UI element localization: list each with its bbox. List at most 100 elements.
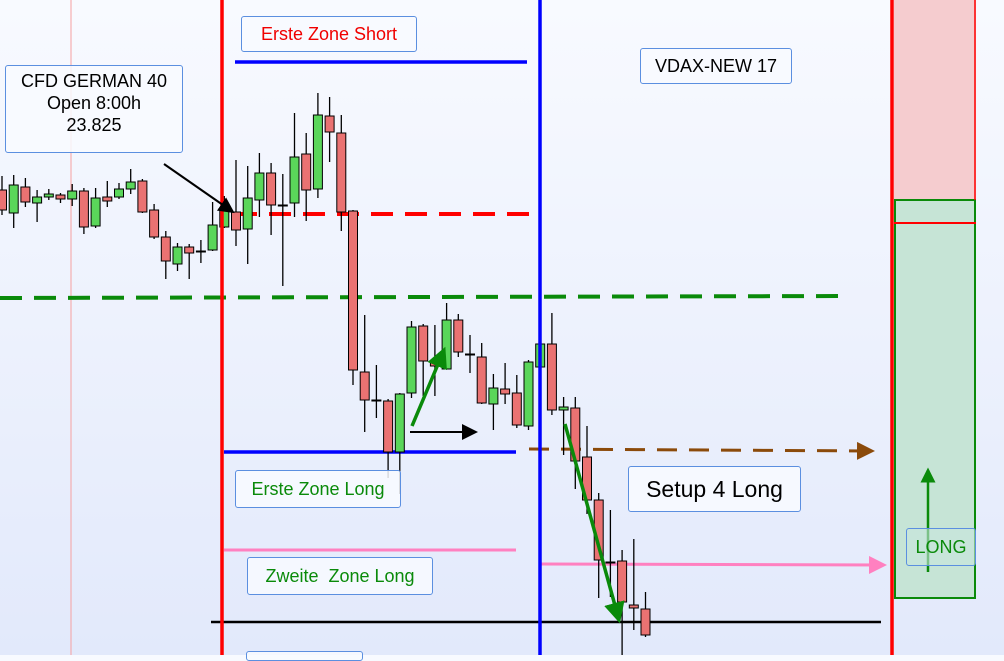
setup-label: Setup 4 Long <box>628 466 801 512</box>
candle-body <box>231 211 241 231</box>
long-label: LONG <box>906 528 976 566</box>
candle <box>242 166 253 264</box>
candle-body <box>383 400 394 453</box>
candle-body <box>43 193 54 198</box>
candle <box>160 231 171 279</box>
candle-body <box>0 189 7 211</box>
candle-body <box>289 156 300 204</box>
green-down-arrow <box>563 423 625 624</box>
candle <box>558 397 569 455</box>
candle-body <box>242 197 253 230</box>
candle-body <box>500 388 511 395</box>
erste-zone-long-label: Erste Zone Long <box>235 470 401 508</box>
candle <box>406 321 417 398</box>
candle <box>359 315 370 432</box>
candle-body <box>441 319 452 370</box>
candle <box>114 183 124 199</box>
candle <box>277 174 288 286</box>
candle-body <box>8 184 19 214</box>
candle-body <box>488 387 499 405</box>
candle-body <box>254 172 265 201</box>
candle-body <box>348 210 358 371</box>
candle-body <box>617 560 628 603</box>
cfd-open-time: Open 8:00h <box>46 93 142 113</box>
brown-dashed-arrow <box>528 441 875 460</box>
candle <box>617 550 628 655</box>
candle <box>149 204 160 239</box>
candle-body <box>371 399 382 402</box>
candle-body <box>32 196 43 204</box>
cfd-open-price: 23.825 <box>66 115 122 135</box>
zweite-zone-long-label: Zweite Zone Long <box>247 557 433 595</box>
candle <box>195 240 206 263</box>
candle <box>266 163 277 235</box>
candle-body <box>640 608 651 636</box>
candle <box>125 169 136 194</box>
vdax-label: VDAX-NEW 17 <box>640 48 792 84</box>
candle <box>43 189 54 200</box>
candle <box>172 243 183 271</box>
candle <box>254 153 265 217</box>
candle <box>55 193 66 203</box>
candle <box>184 244 195 279</box>
candle <box>441 303 452 370</box>
candle <box>465 335 475 373</box>
cfd-info-label: CFD GERMAN 40 Open 8:00h 23.825 <box>5 65 183 153</box>
candle-body <box>359 371 370 401</box>
candle <box>324 97 335 162</box>
candle-body <box>628 604 639 609</box>
candle <box>78 188 89 234</box>
candle-body <box>67 190 78 200</box>
pink-arrow <box>539 555 887 574</box>
candle-body <box>102 196 113 202</box>
candle <box>476 343 487 404</box>
short-zone-box <box>894 0 976 223</box>
candle <box>231 160 241 246</box>
candle <box>20 178 31 207</box>
candle <box>289 113 300 217</box>
candle <box>32 190 43 222</box>
candle <box>500 363 511 404</box>
candle <box>90 188 101 228</box>
candle-body <box>90 197 101 227</box>
candle-body <box>453 319 464 353</box>
candle-body <box>172 246 183 265</box>
candle <box>348 210 358 385</box>
green-dashed-level <box>0 294 847 300</box>
candle <box>371 365 382 418</box>
candle-body <box>465 353 475 356</box>
candle-body <box>195 250 206 253</box>
candle-body <box>78 190 89 228</box>
candle-body <box>406 326 417 394</box>
candle-body <box>149 209 160 238</box>
open-pointer-arrow <box>163 163 235 214</box>
candle-body <box>184 246 195 254</box>
candle <box>336 115 347 231</box>
erste-zone-short-label: Erste Zone Short <box>241 16 417 52</box>
candle-body <box>476 356 487 404</box>
candle-body <box>137 180 148 213</box>
candle <box>511 375 522 428</box>
candle-body <box>160 236 171 262</box>
cfd-title: CFD GERMAN 40 <box>20 71 168 91</box>
candle <box>0 176 7 215</box>
candle-body <box>336 132 347 213</box>
candle <box>418 324 429 396</box>
candle-body <box>394 393 405 453</box>
candle-body <box>511 392 522 426</box>
candle <box>8 175 19 228</box>
candle-body <box>55 194 66 200</box>
candle <box>546 313 557 415</box>
candle <box>628 539 639 630</box>
candle-body <box>418 325 429 362</box>
partial-label-box <box>246 651 363 661</box>
candle-body <box>312 114 323 190</box>
candle-body <box>125 181 136 190</box>
candle-body <box>301 153 312 191</box>
candle-body <box>558 406 569 411</box>
candle-body <box>546 343 557 411</box>
candle-body <box>207 224 218 251</box>
candle-body <box>523 361 534 427</box>
candle-body <box>20 186 31 203</box>
